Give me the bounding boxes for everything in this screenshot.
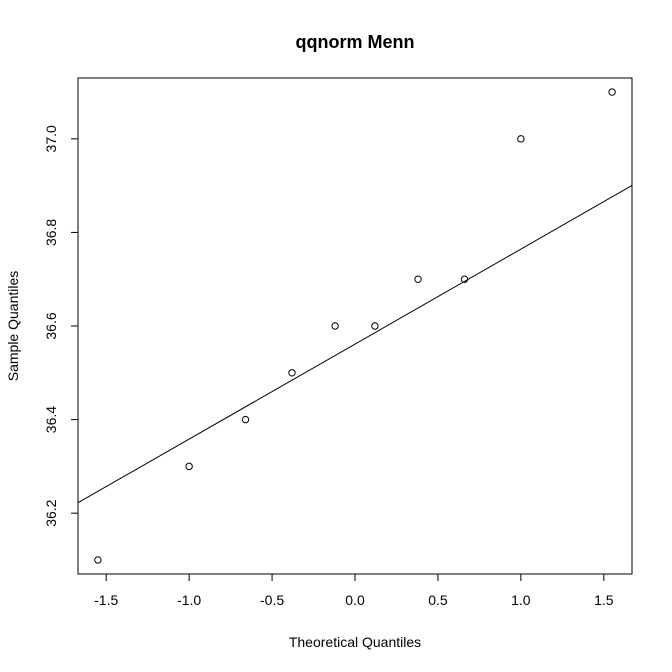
x-tick-label: -1.5 (94, 592, 118, 608)
data-point (288, 369, 296, 377)
data-point (608, 88, 616, 96)
data-point (241, 415, 250, 424)
y-tick-label: 36.8 (43, 219, 59, 246)
reference-line-group (78, 185, 632, 504)
x-tick-label: 1.0 (511, 592, 531, 608)
x-axis: -1.5 -1.0 -0.5 0.0 0.5 1.0 1.5 (94, 573, 614, 608)
data-points (94, 88, 616, 564)
reference-line (78, 185, 632, 504)
data-point (94, 556, 102, 564)
x-axis-label: Theoretical Quantiles (289, 634, 421, 650)
plot-frame (77, 77, 633, 575)
x-tick-label: -1.0 (177, 592, 201, 608)
data-point (331, 322, 339, 330)
data-point (185, 462, 193, 471)
data-point (517, 135, 525, 143)
x-tick-label: 0.5 (428, 592, 448, 608)
y-tick-label: 37.0 (43, 125, 59, 152)
y-tick-label: 36.6 (43, 312, 59, 339)
y-tick-label: 36.4 (43, 406, 59, 433)
y-axis-label: Sample Quantiles (5, 271, 21, 382)
x-tick-label: 0.0 (345, 592, 365, 608)
data-point (414, 275, 422, 283)
data-point (371, 322, 379, 330)
y-tick-label: 36.2 (43, 499, 59, 526)
chart-title: qqnorm Menn (296, 32, 415, 52)
x-tick-label: 1.5 (594, 592, 614, 608)
data-point (460, 275, 469, 283)
y-axis: 36.2 36.4 36.6 36.8 37.0 (43, 125, 79, 527)
x-tick-label: -0.5 (260, 592, 284, 608)
